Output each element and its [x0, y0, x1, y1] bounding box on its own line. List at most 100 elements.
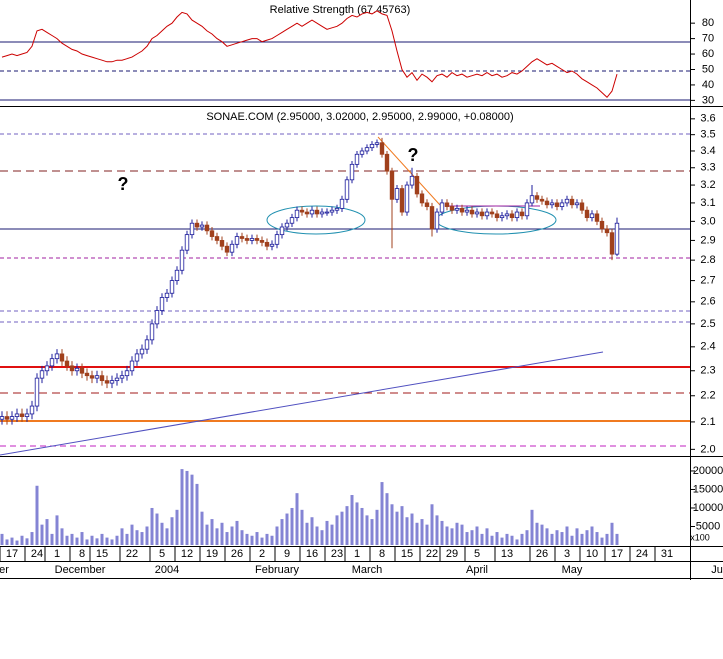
candle-body	[99, 375, 105, 382]
volume-bar	[310, 517, 314, 545]
chart-title: Relative Strength (67.45763)	[270, 4, 411, 16]
candle-body	[294, 209, 300, 219]
candle-body	[414, 175, 420, 195]
candle-body	[339, 198, 345, 209]
y-tick-label: 2.2	[700, 390, 715, 402]
volume-bar	[525, 530, 529, 545]
volume-bar	[25, 538, 29, 545]
candle-body	[284, 222, 290, 228]
candle-body	[559, 202, 565, 207]
month-label: April	[466, 564, 488, 576]
candle-body	[369, 143, 375, 149]
candle-body	[134, 353, 140, 362]
chart-title: SONAE.COM (2.95000, 3.02000, 2.95000, 2.…	[206, 111, 513, 123]
volume-bar	[485, 528, 489, 545]
volume-bar	[350, 495, 354, 545]
volume-bar	[500, 537, 504, 545]
candle-body	[604, 228, 610, 234]
volume-bar	[160, 522, 164, 545]
candle-body	[474, 211, 480, 215]
candle-body	[19, 413, 25, 417]
candle-body	[194, 222, 200, 228]
candle-body	[519, 211, 525, 217]
volume-bar	[75, 537, 79, 545]
candle-body	[249, 238, 255, 241]
candle-body	[299, 209, 305, 213]
volume-bar	[150, 507, 154, 545]
volume-bar	[215, 528, 219, 545]
volume-bar	[315, 526, 319, 545]
candle-body	[479, 211, 485, 217]
volume-bar	[480, 533, 484, 545]
candle-body	[424, 202, 430, 207]
volume-bar	[280, 519, 284, 545]
x-tick-label: 17	[6, 548, 18, 560]
candle-body	[214, 236, 220, 241]
y-tick-label: 2.4	[700, 341, 715, 353]
candle-body	[469, 209, 475, 215]
candle-body	[114, 377, 120, 382]
volume-bar	[270, 535, 274, 545]
volume-bar	[80, 532, 84, 545]
candle-body	[174, 269, 180, 281]
volume-bar	[185, 470, 189, 545]
y-tick-label: 3.4	[700, 145, 715, 157]
volume-bar	[470, 530, 474, 545]
candle-body	[79, 367, 85, 374]
candle-body	[44, 365, 50, 372]
volume-bar	[575, 528, 579, 545]
x-tick-label: 1	[354, 548, 360, 560]
candle-body	[399, 188, 405, 213]
x-tick-label: 31	[661, 548, 673, 560]
x-tick-label: 2	[259, 548, 265, 560]
volume-bar	[605, 533, 609, 545]
candle-body	[404, 184, 410, 213]
volume-bar	[530, 509, 534, 545]
candle-body	[584, 209, 590, 219]
candle-body	[334, 207, 340, 211]
y-tick-label: 30	[702, 94, 714, 106]
candle-body	[234, 236, 240, 245]
candle-body	[344, 179, 350, 200]
candle-body	[549, 202, 555, 206]
candle-body	[434, 211, 440, 230]
volume-bar	[230, 526, 234, 545]
candle-body	[224, 245, 230, 253]
candle-body	[379, 142, 385, 155]
candle-body	[0, 416, 5, 420]
x-tick-label: 15	[96, 548, 108, 560]
x-tick-label: 23	[331, 548, 343, 560]
volume-bar	[460, 524, 464, 545]
candle-body	[614, 222, 620, 255]
volume-bar	[65, 535, 69, 545]
volume-bar	[260, 537, 264, 545]
volume-bar	[585, 530, 589, 545]
candle-body	[464, 209, 470, 213]
volume-bar	[170, 517, 174, 545]
candle-body	[29, 405, 35, 415]
volume-bar	[615, 533, 619, 545]
x-tick-label: 24	[31, 548, 43, 560]
candle-body	[419, 193, 425, 204]
volume-bar	[70, 533, 74, 545]
candle-body	[429, 206, 435, 230]
candle-body	[409, 175, 415, 186]
candle-body	[209, 230, 215, 237]
x-tick-label: 26	[536, 548, 548, 560]
candle-body	[189, 222, 195, 236]
x-tick-label: 8	[379, 548, 385, 560]
x-tick-label: 26	[231, 548, 243, 560]
x-tick-label: 17	[611, 548, 623, 560]
candle-body	[494, 213, 500, 219]
volume-bar	[505, 533, 509, 545]
x-tick-label: 13	[501, 548, 513, 560]
volume-bar	[465, 532, 469, 545]
trend-line	[0, 351, 604, 456]
x-tick-label: 15	[401, 548, 413, 560]
candle-body	[94, 375, 100, 379]
candle-body	[24, 413, 30, 417]
candle-body	[384, 153, 390, 172]
candle-body	[4, 416, 10, 420]
candle-body	[534, 195, 540, 200]
